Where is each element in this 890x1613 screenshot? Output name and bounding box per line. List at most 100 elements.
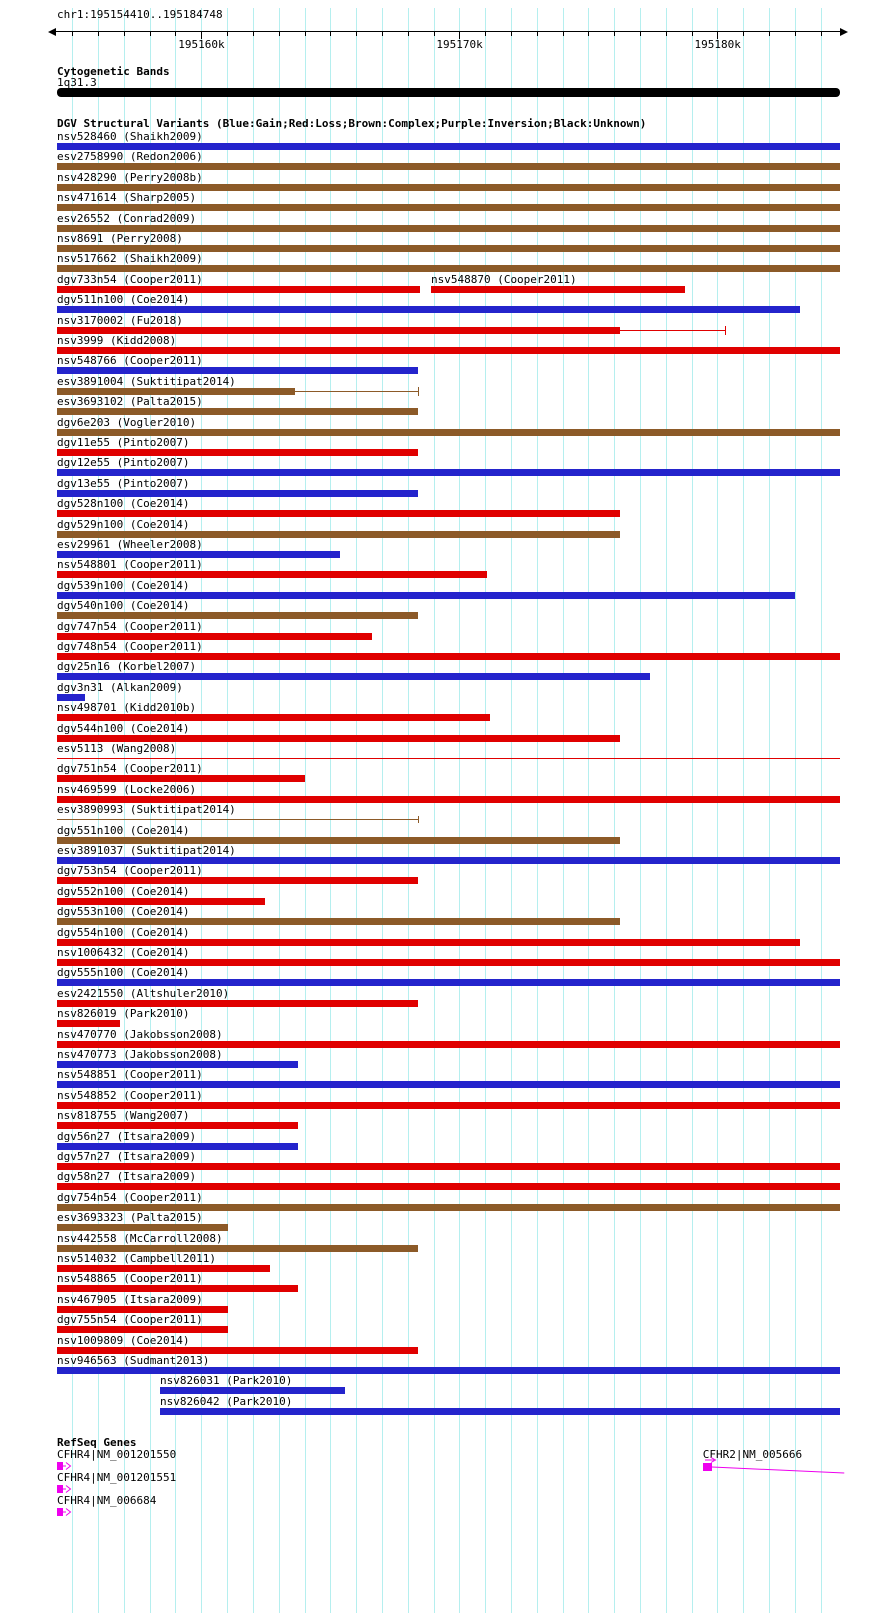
variant-bar[interactable]: [57, 653, 840, 660]
variant-bar[interactable]: [57, 1224, 228, 1232]
variant-label[interactable]: dgv747n54 (Cooper2011): [57, 619, 203, 633]
variant-bar[interactable]: [57, 775, 306, 783]
variant-label[interactable]: nsv548865 (Cooper2011): [57, 1272, 203, 1286]
variant-bar[interactable]: [57, 1142, 299, 1150]
variant-bar[interactable]: [57, 819, 419, 821]
gene-glyph[interactable]: [702, 1457, 848, 1475]
variant-bar[interactable]: [57, 530, 620, 538]
variant-label[interactable]: nsv498701 (Kidd2010b): [57, 701, 197, 715]
variant-bar[interactable]: [57, 734, 620, 742]
variant-bar[interactable]: [159, 1387, 346, 1395]
variant-bar[interactable]: [57, 1020, 120, 1028]
variant-label[interactable]: dgv733n54 (Cooper2011): [57, 272, 203, 286]
variant-bar[interactable]: [57, 367, 419, 375]
variant-label[interactable]: dgv755n54 (Cooper2011): [57, 1313, 203, 1327]
variant-label[interactable]: esv2421550 (Altshuler2010): [57, 986, 230, 1000]
variant-bar[interactable]: [57, 489, 419, 497]
variant-bar[interactable]: [57, 1101, 840, 1109]
variant-label[interactable]: dgv56n27 (Itsara2009): [57, 1129, 197, 1143]
variant-label[interactable]: dgv3n31 (Alkan2009): [57, 680, 183, 694]
variant-label[interactable]: nsv514032 (Campbell2011): [57, 1252, 216, 1265]
variant-label[interactable]: nsv8691 (Perry2008): [57, 232, 183, 245]
variant-bar[interactable]: [57, 591, 795, 599]
variant-bar[interactable]: [57, 897, 266, 905]
variant-label[interactable]: nsv548801 (Cooper2011): [57, 558, 203, 572]
variant-label[interactable]: nsv826031 (Park2010): [159, 1374, 293, 1388]
variant-label[interactable]: nsv548852 (Cooper2011): [57, 1088, 203, 1102]
variant-bar[interactable]: [57, 1081, 840, 1089]
variant-bar[interactable]: [57, 857, 840, 864]
gene-label[interactable]: CFHR2|NM_005666: [702, 1448, 803, 1461]
variant-label[interactable]: esv26552 (Conrad2009): [57, 211, 197, 225]
variant-bar[interactable]: [57, 428, 840, 436]
variant-label[interactable]: nsv517662 (Shaikh2009): [57, 252, 203, 266]
variant-bar[interactable]: [57, 1367, 840, 1374]
variant-bar[interactable]: [57, 469, 840, 477]
variant-label[interactable]: nsv469599 (Locke2006): [57, 782, 197, 796]
variant-bar[interactable]: [57, 1326, 228, 1334]
variant-bar[interactable]: [57, 693, 85, 701]
variant-bar[interactable]: [57, 347, 840, 354]
variant-label[interactable]: nsv471614 (Sharp2005): [57, 191, 197, 205]
variant-label[interactable]: esv2758990 (Redon2006): [57, 150, 203, 164]
variant-bar[interactable]: [57, 1305, 228, 1313]
variant-bar[interactable]: [57, 999, 419, 1007]
variant-label[interactable]: esv3890993 (Suktitipat2014): [57, 803, 236, 817]
variant-label[interactable]: dgv11e55 (Pinto2007): [57, 436, 190, 449]
variant-label[interactable]: nsv548766 (Cooper2011): [57, 354, 203, 368]
variant-label[interactable]: nsv528460 (Shaikh2009): [57, 130, 203, 143]
variant-label[interactable]: dgv553n100 (Coe2014): [57, 905, 190, 919]
variant-label[interactable]: nsv470773 (Jakobsson2008): [57, 1048, 223, 1061]
gene-glyph[interactable]: [57, 1506, 75, 1518]
variant-bar[interactable]: [57, 673, 650, 681]
gene-glyph[interactable]: [57, 1483, 75, 1495]
variant-label[interactable]: dgv528n100 (Coe2014): [57, 497, 190, 511]
variant-bar[interactable]: [57, 1163, 840, 1170]
variant-label[interactable]: dgv753n54 (Cooper2011): [57, 864, 203, 878]
variant-bar[interactable]: [57, 183, 840, 191]
variant-bar[interactable]: [57, 612, 419, 620]
variant-label[interactable]: nsv548870 (Cooper2011): [430, 272, 577, 286]
variant-label[interactable]: nsv818755 (Wang2007): [57, 1109, 190, 1123]
variant-label[interactable]: dgv13e55 (Pinto2007): [57, 476, 190, 490]
variant-label[interactable]: dgv539n100 (Coe2014): [57, 578, 190, 592]
variant-bar[interactable]: [57, 510, 620, 518]
variant-label[interactable]: dgv751n54 (Cooper2011): [57, 762, 203, 776]
variant-bar[interactable]: [57, 938, 800, 946]
variant-label[interactable]: dgv6e203 (Vogler2010): [57, 415, 197, 429]
variant-label[interactable]: dgv511n100 (Coe2014): [57, 293, 190, 307]
variant-bar[interactable]: [57, 632, 372, 640]
variant-bar[interactable]: [57, 836, 620, 844]
variant-bar[interactable]: [57, 285, 421, 293]
variant-label[interactable]: nsv467905 (Itsara2009): [57, 1292, 203, 1306]
variant-bar[interactable]: [57, 265, 840, 273]
variant-label[interactable]: dgv58n27 (Itsara2009): [57, 1170, 197, 1184]
variant-bar[interactable]: [57, 795, 840, 803]
variant-bar[interactable]: [57, 877, 419, 885]
variant-label[interactable]: esv3891004 (Suktitipat2014): [57, 374, 236, 388]
variant-bar[interactable]: [57, 306, 800, 314]
variant-bar[interactable]: [57, 387, 295, 395]
gene-label[interactable]: CFHR4|NM_001201551: [57, 1471, 177, 1484]
variant-label[interactable]: dgv555n100 (Coe2014): [57, 966, 190, 980]
cytoband-bar[interactable]: [57, 88, 840, 97]
variant-label[interactable]: nsv442558 (McCarroll2008): [57, 1231, 223, 1245]
variant-label[interactable]: dgv529n100 (Coe2014): [57, 517, 190, 531]
variant-label[interactable]: dgv12e55 (Pinto2007): [57, 456, 190, 470]
variant-bar[interactable]: [57, 959, 840, 966]
variant-label[interactable]: nsv826019 (Park2010): [57, 1007, 190, 1021]
variant-bar[interactable]: [57, 1244, 419, 1252]
variant-bar[interactable]: [57, 449, 419, 456]
variant-label[interactable]: nsv1009809 (Coe2014): [57, 1333, 190, 1347]
variant-label[interactable]: dgv57n27 (Itsara2009): [57, 1150, 197, 1163]
variant-bar[interactable]: [57, 918, 620, 926]
variant-bar[interactable]: [57, 163, 840, 171]
variant-bar[interactable]: [57, 204, 840, 212]
variant-label[interactable]: esv3693323 (Palta2015): [57, 1211, 203, 1225]
variant-label[interactable]: dgv754n54 (Cooper2011): [57, 1190, 203, 1204]
variant-label[interactable]: dgv544n100 (Coe2014): [57, 721, 190, 735]
variant-label[interactable]: nsv3999 (Kidd2008): [57, 334, 177, 347]
variant-bar[interactable]: [57, 979, 840, 987]
variant-label[interactable]: nsv826042 (Park2010): [159, 1394, 293, 1408]
variant-bar[interactable]: [57, 1346, 419, 1354]
